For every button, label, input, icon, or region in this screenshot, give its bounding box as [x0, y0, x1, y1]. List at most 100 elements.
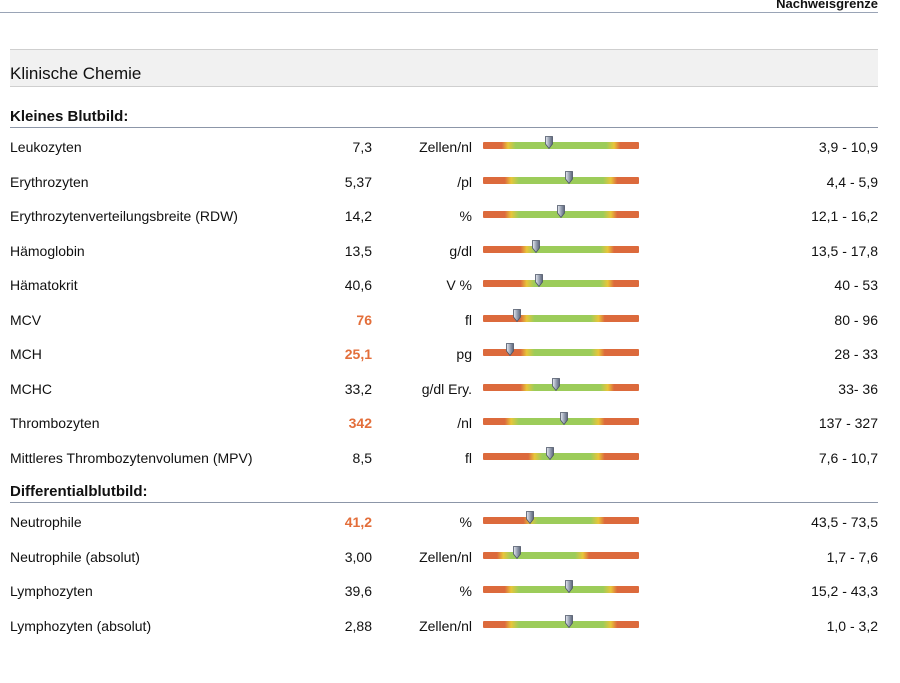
- result-unit: fl: [465, 450, 472, 466]
- reference-bar: [483, 309, 639, 323]
- table-row: Thrombozyten 342/nl 137 - 327: [0, 412, 900, 433]
- table-row: Mittleres Thrombozytenvolumen (MPV) 8,5 fl…: [0, 447, 900, 468]
- value-marker-icon: [546, 447, 554, 461]
- result-unit: Zellen/nl: [419, 618, 472, 634]
- reference-bar: [483, 546, 639, 560]
- reference-range: 3,9 - 10,9: [818, 139, 878, 155]
- test-name: Mittleres Thrombozytenvolumen (MPV): [10, 450, 253, 466]
- table-row: MCH 25,1 pg 28 - 33: [0, 343, 900, 364]
- reference-bar: [483, 205, 639, 219]
- result-value: 33,2: [344, 381, 372, 397]
- table-row: Lymphozyten 39,6% 15,2 - 43,3: [0, 580, 900, 601]
- result-unit: g/dl: [449, 243, 472, 259]
- table-row: Neutrophile (absolut) 3,00 Zellen/nl 1,7 - …: [0, 546, 900, 567]
- result-unit: V %: [446, 277, 472, 293]
- table-row: Neutrophile 41,2% 43,5 - 73,5: [0, 511, 900, 532]
- reference-range: 1,7 - 7,6: [826, 549, 878, 565]
- value-marker-icon: [560, 412, 569, 426]
- test-name: Neutrophile (absolut): [10, 549, 140, 565]
- test-name: Hämatokrit: [10, 277, 78, 293]
- result-unit: %: [459, 514, 472, 530]
- result-value: 41,2: [344, 514, 372, 530]
- reference-range: 13,5 - 17,8: [811, 243, 878, 259]
- result-value: 40,6: [344, 277, 372, 293]
- section-title: Klinische Chemie: [10, 64, 142, 83]
- group-title: Differentialblutbild:: [10, 482, 878, 503]
- test-name: Erythrozytenverteilungsbreite (RDW): [10, 208, 238, 224]
- test-name: Hämoglobin: [10, 243, 85, 259]
- test-name: Erythrozyten: [10, 174, 89, 190]
- reference-range: 43,5 - 73,5: [811, 514, 878, 530]
- reference-bar: [483, 136, 639, 150]
- table-row: Hämoglobin 13,5 g/dl 13,5 - 17,8: [0, 240, 900, 261]
- value-marker-icon: [564, 615, 573, 629]
- test-name: Lymphozyten (absolut): [10, 618, 152, 634]
- result-unit: %: [459, 583, 472, 599]
- reference-range: 7,6 - 10,7: [818, 450, 878, 466]
- result-unit: %: [459, 208, 472, 224]
- reference-bar: [483, 274, 639, 288]
- value-marker-icon: [532, 240, 540, 254]
- reference-range: 33- 36: [838, 381, 878, 397]
- reference-range: 12,1 - 16,2: [811, 208, 878, 224]
- result-unit: fl: [465, 312, 472, 328]
- result-value: 14,2: [344, 208, 372, 224]
- test-name: MCHC: [10, 381, 52, 397]
- result-unit: Zellen/nl: [419, 549, 472, 565]
- reference-bar: [483, 615, 639, 629]
- value-marker-icon: [552, 378, 561, 392]
- reference-bar: [483, 171, 639, 185]
- table-row: Leukozyten 7,3 Zellen/nl 3,9 - 10,9: [0, 136, 900, 157]
- reference-range: 4,4 - 5,9: [826, 174, 878, 190]
- reference-range: 40 - 53: [834, 277, 878, 293]
- value-marker-icon: [535, 274, 544, 288]
- section-header: Klinische Chemie: [10, 49, 878, 87]
- result-unit: /pl: [457, 174, 472, 190]
- test-name: Thrombozyten: [10, 415, 100, 431]
- reference-bar: [483, 511, 639, 525]
- result-unit: /nl: [457, 415, 472, 431]
- result-value: 5,37: [344, 174, 372, 190]
- table-row: Hämatokrit 40,6 V % 40 - 53: [0, 274, 900, 295]
- value-marker-icon: [544, 136, 553, 150]
- result-unit: pg: [456, 346, 472, 362]
- value-marker-icon: [525, 511, 534, 525]
- result-value: 2,88: [344, 618, 372, 634]
- result-value: 7,3: [352, 139, 372, 155]
- value-marker-icon: [564, 580, 573, 594]
- reference-bar: [483, 378, 639, 392]
- reference-bar: [483, 343, 639, 357]
- reference-range: 28 - 33: [834, 346, 878, 362]
- result-unit: Zellen/nl: [419, 139, 472, 155]
- table-row: Lymphozyten (absolut) 2,88 Zellen/nl 1,0 - …: [0, 615, 900, 636]
- result-value: 13,5: [344, 243, 372, 259]
- table-row: MCV 76 fl 80 - 96: [0, 309, 900, 330]
- result-value: 76: [356, 312, 372, 328]
- reference-bar: [483, 447, 639, 461]
- value-marker-icon: [513, 546, 522, 560]
- test-name: Lymphozyten: [10, 583, 93, 599]
- table-row: Erythrozytenverteilungsbreite (RDW) 14,2%…: [0, 205, 900, 226]
- group-title-text: Kleines Blutbild:: [10, 108, 129, 125]
- test-name: Leukozyten: [10, 139, 82, 155]
- result-value: 3,00: [344, 549, 372, 565]
- value-marker-icon: [557, 205, 565, 219]
- reference-range: 15,2 - 43,3: [811, 583, 878, 599]
- table-row: MCHC 33,2 g/dl Ery. 33- 36: [0, 378, 900, 399]
- group-title: Kleines Blutbild:: [10, 107, 878, 128]
- reference-range: 1,0 - 3,2: [826, 618, 878, 634]
- test-name: MCV: [10, 312, 42, 328]
- result-value: 8,5: [352, 450, 372, 466]
- reference-bar: [483, 580, 639, 594]
- reference-bar: [483, 240, 639, 254]
- detection-limit-label: Nachweisgrenze: [776, 0, 878, 11]
- reference-range: 137 - 327: [818, 415, 878, 431]
- value-marker-icon: [564, 171, 573, 185]
- test-name: Neutrophile: [10, 514, 82, 530]
- result-value: 25,1: [344, 346, 372, 362]
- value-marker-icon: [505, 343, 514, 357]
- test-name: MCH: [10, 346, 42, 362]
- result-unit: g/dl Ery.: [421, 381, 472, 397]
- result-value: 342: [348, 415, 372, 431]
- reference-bar: [483, 412, 639, 426]
